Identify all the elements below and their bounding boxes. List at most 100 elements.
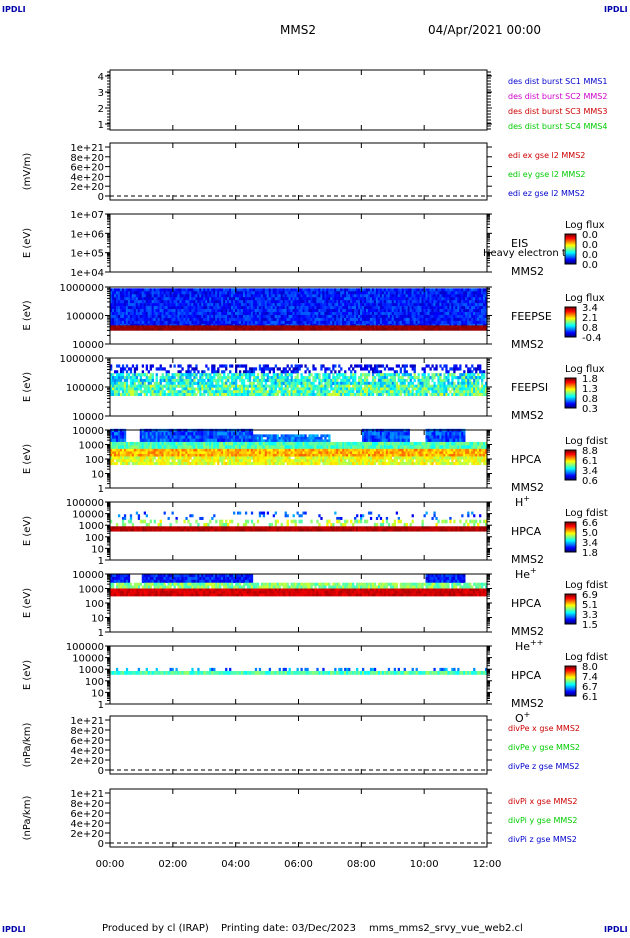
spectrogram-cell <box>398 297 400 300</box>
spectrogram-cell <box>326 387 328 390</box>
spectrogram-cell <box>380 318 382 321</box>
spectrogram-cell <box>283 325 285 328</box>
spectrogram-cell <box>142 291 144 294</box>
spectrogram-cell <box>259 288 261 291</box>
spectrogram-cell <box>237 385 239 388</box>
spectrogram-cell <box>211 382 213 385</box>
spectrogram-cell <box>162 429 164 433</box>
spectrogram-cell <box>152 432 154 436</box>
spectrogram-cell <box>235 306 237 309</box>
spectrogram-cell <box>142 379 144 382</box>
spectrogram-cell <box>199 297 201 300</box>
y-tick-label: 100000 <box>66 312 104 323</box>
spectrogram-cell <box>479 297 481 300</box>
spectrogram-cell <box>183 373 185 376</box>
spectrogram-cell <box>324 393 326 396</box>
spectrogram-cell <box>150 429 152 433</box>
spectrogram-cell <box>457 328 459 331</box>
spectrogram-cell <box>173 393 175 396</box>
spectrogram-cell <box>364 390 366 393</box>
spectrogram-cell <box>124 297 126 300</box>
spectrogram-cell <box>342 294 344 297</box>
spectrogram-cell <box>483 387 485 390</box>
spectrogram-cell <box>412 387 414 390</box>
spectrogram-cell <box>312 288 314 291</box>
spectrogram-cell <box>219 328 221 331</box>
spectrogram-cell <box>427 318 429 321</box>
spectrogram-cell <box>128 303 130 306</box>
spectrogram-cell <box>342 315 344 318</box>
spectrogram-cell <box>124 312 126 315</box>
spectrogram-cell <box>203 325 205 328</box>
spectrogram-cell <box>364 288 366 291</box>
spectrogram-cell <box>279 379 281 382</box>
spectrogram-cell <box>227 328 229 331</box>
spectrogram-cell <box>124 288 126 291</box>
spectrogram-cell <box>380 373 382 376</box>
spectrogram-cell <box>447 370 449 373</box>
spectrogram-cell <box>271 382 273 385</box>
spectrogram-cell <box>408 393 410 396</box>
spectrogram-cell <box>420 382 422 385</box>
spectrogram-cell <box>189 387 191 390</box>
spectrogram-cell <box>433 376 435 379</box>
spectrogram-cell <box>187 303 189 306</box>
spectrogram-cell <box>144 321 146 324</box>
spectrogram-cell <box>126 318 128 321</box>
spectrogram-cell <box>300 328 302 331</box>
spectrogram-cell <box>181 367 183 370</box>
spectrogram-cell <box>445 364 447 367</box>
spectrogram-cell <box>201 294 203 297</box>
spectrogram-cell <box>279 306 281 309</box>
spectrogram-cell <box>122 309 124 312</box>
spectrogram-cell <box>437 306 439 309</box>
spectrogram-cell <box>126 385 128 388</box>
spectrogram-cell <box>300 373 302 376</box>
spectrogram-cell <box>420 315 422 318</box>
spectrogram-cell <box>219 385 221 388</box>
spectrogram-cell <box>183 379 185 382</box>
spectrogram-cell <box>324 370 326 373</box>
spectrogram-cell <box>120 367 122 370</box>
spectrogram-cell <box>245 325 247 328</box>
spectrogram-cell <box>370 390 372 393</box>
spectrogram-cell <box>160 300 162 303</box>
spectrogram-cell <box>160 432 162 436</box>
spectrogram-cell <box>304 318 306 321</box>
spectrogram-cell <box>170 297 172 300</box>
spectrogram-cell <box>362 382 364 385</box>
spectrogram-cell <box>479 315 481 318</box>
spectrogram-cell <box>370 309 372 312</box>
spectrogram-cell <box>408 390 410 393</box>
spectrogram-cell <box>404 382 406 385</box>
spectrogram-cell <box>235 385 237 388</box>
spectrogram-cell <box>310 321 312 324</box>
spectrogram-cell <box>271 385 273 388</box>
spectrogram-cell <box>338 387 340 390</box>
spectrogram-cell <box>316 385 318 388</box>
spectrogram-cell <box>342 318 344 321</box>
spectrogram-cell <box>406 379 408 382</box>
spectrogram-cell <box>398 291 400 294</box>
spectrogram-cell <box>435 325 437 328</box>
spectrogram-cell <box>354 309 356 312</box>
spectrogram-cell <box>342 321 344 324</box>
spectrogram-cell <box>114 306 116 309</box>
spectrogram-cell <box>380 288 382 291</box>
spectrogram-cell <box>366 309 368 312</box>
spectrogram-cell <box>408 328 410 331</box>
spectrogram-cell <box>114 385 116 388</box>
spectrogram-cell <box>293 379 295 382</box>
spectrogram-cell <box>455 393 457 396</box>
spectrogram-cell <box>352 390 354 393</box>
spectrogram-cell <box>427 364 429 367</box>
spectrogram-cell <box>245 385 247 388</box>
spectrogram-cell <box>156 387 158 390</box>
spectrogram-cell <box>122 385 124 388</box>
spectrogram-cell <box>160 291 162 294</box>
spectrogram-cell <box>318 312 320 315</box>
spectrogram-cell <box>285 370 287 373</box>
spectrogram-cell <box>277 393 279 396</box>
spectrogram-cell <box>467 370 469 373</box>
